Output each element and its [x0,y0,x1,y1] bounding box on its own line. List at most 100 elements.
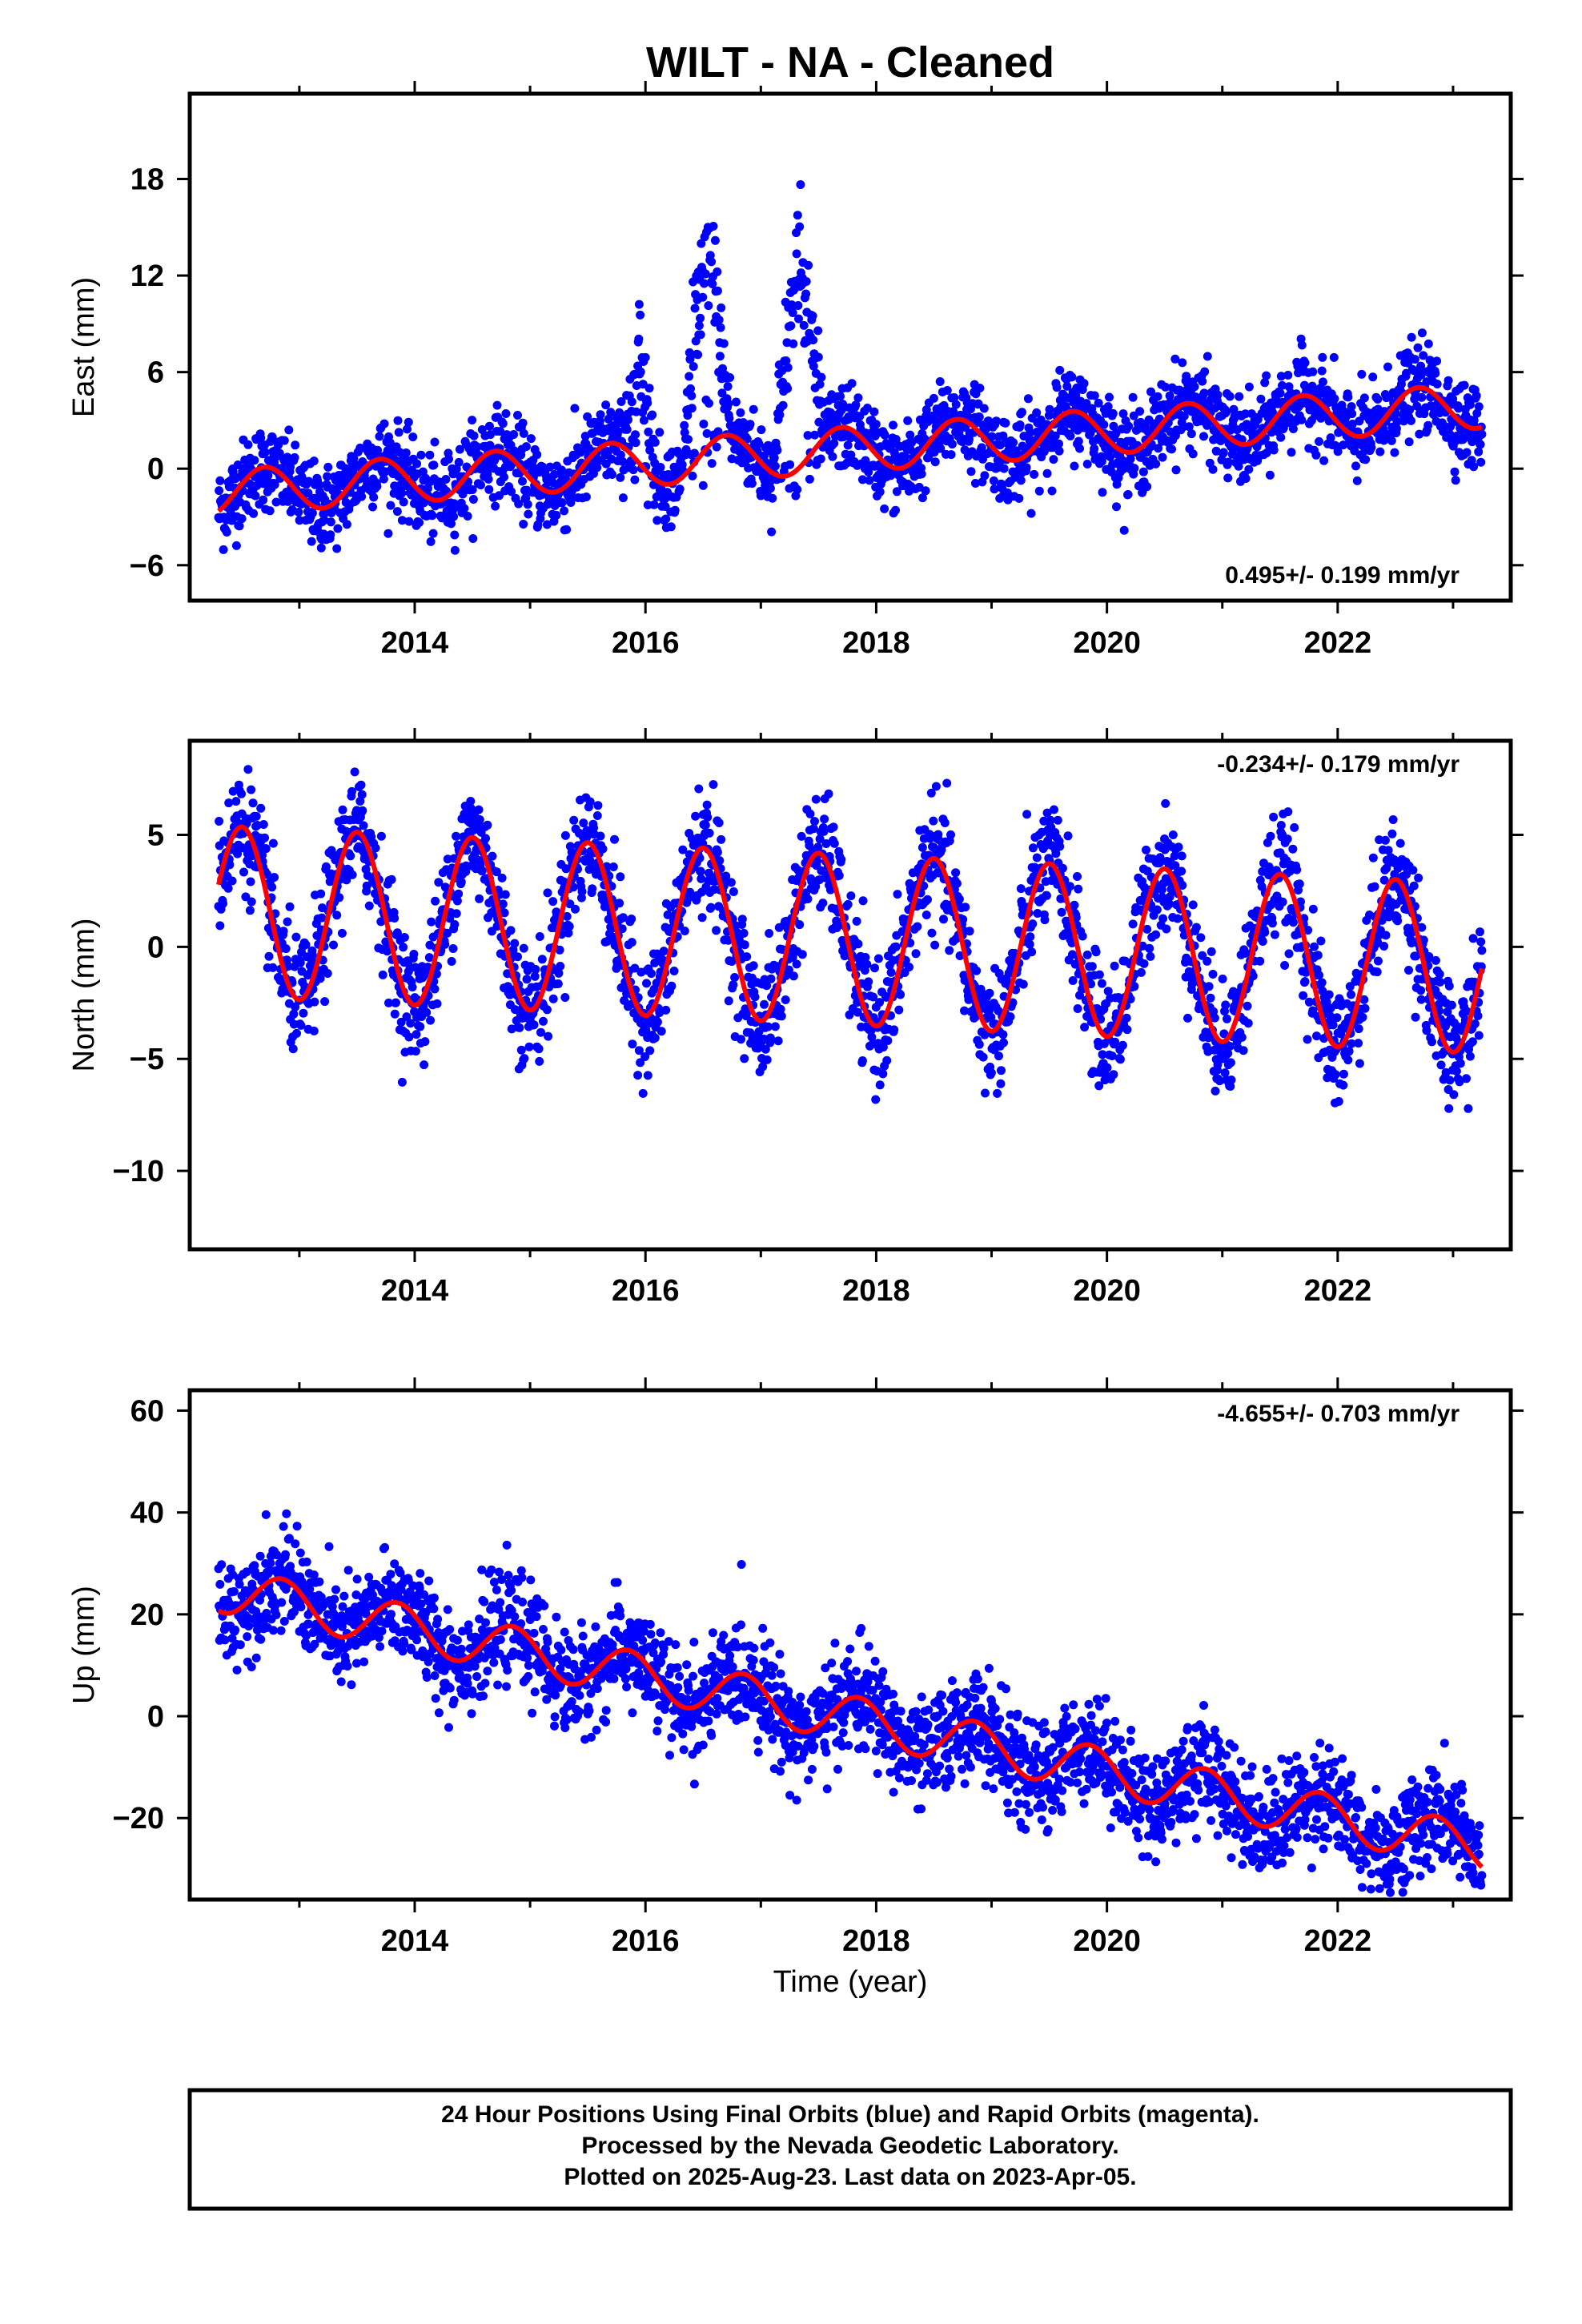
data-point [894,1005,904,1015]
data-point [275,448,284,458]
data-point [519,943,528,953]
data-point [1462,448,1472,457]
data-point [510,939,520,948]
data-point [441,475,451,484]
data-point [618,456,628,466]
data-point [1050,805,1058,814]
data-point [422,1007,432,1017]
data-point [1213,390,1223,400]
data-point [428,529,438,538]
data-point [581,493,591,501]
data-point [622,424,632,434]
data-point [1170,354,1180,364]
data-point [329,940,338,950]
data-point [1062,381,1072,391]
data-point [857,475,867,485]
data-point [1270,930,1279,939]
data-point [390,914,400,923]
data-point [1288,424,1298,433]
data-point [1243,1001,1252,1011]
data-point [246,877,255,887]
data-point [394,428,404,437]
data-point [977,443,986,452]
data-point [838,403,848,412]
data-point [1196,933,1206,943]
data-point [375,432,384,441]
data-point [630,475,640,485]
data-point [332,911,342,920]
data-point [1142,845,1150,854]
data-point [685,355,695,364]
x-tick-label: 2014 [381,626,449,660]
data-point [532,450,542,460]
data-point [929,393,938,403]
data-point [592,463,602,472]
data-point [829,838,839,848]
data-point [542,520,552,529]
data-point [1158,914,1168,923]
data-point [730,973,740,982]
data-point [858,896,868,906]
data-point [880,504,889,513]
data-point [663,910,673,919]
data-point [636,1058,645,1068]
data-point [235,521,244,531]
data-point [1227,1076,1236,1084]
data-point [560,830,570,840]
data-point [1290,822,1299,832]
data-point [649,500,659,509]
data-point [939,915,948,924]
data-point [404,417,413,427]
model-fit-line [217,384,1484,513]
data-point [452,896,462,906]
data-point [1226,1058,1235,1068]
data-point [701,820,710,830]
data-point [1074,436,1083,446]
data-point [745,420,755,429]
data-point [705,399,713,408]
data-point [778,400,788,410]
data-point [624,415,632,424]
data-point [576,893,586,903]
data-point [905,445,915,454]
data-point [1383,362,1392,372]
data-point [965,927,974,936]
data-point [892,487,901,497]
data-point [316,889,326,899]
data-point [1099,420,1109,429]
data-point [408,432,418,442]
data-point [642,979,651,988]
data-point [560,506,569,516]
data-point [1344,1047,1354,1056]
data-point [428,511,437,521]
data-point [279,436,289,445]
data-point [616,872,625,882]
data-point [685,348,694,357]
data-point [1165,391,1174,400]
data-point [432,999,442,1008]
data-point [596,831,605,841]
data-point [296,1020,306,1030]
data-point [836,392,845,401]
data-point [1474,402,1484,412]
data-point [323,472,332,481]
data-point [786,321,796,331]
data-point [1158,452,1167,462]
data-point [1018,979,1028,989]
data-point [1028,919,1038,929]
data-point [1188,449,1198,459]
data-point [1260,378,1270,388]
data-point [498,419,508,428]
data-point [529,1020,539,1030]
data-point [224,798,234,808]
data-point [450,545,460,555]
data-point [1258,937,1267,946]
data-point [1339,440,1348,450]
data-point [1162,924,1171,934]
data-point [319,516,329,525]
data-point [456,878,466,887]
data-point [1098,488,1107,497]
data-point [452,909,461,919]
data-point [813,326,823,336]
data-point [723,382,733,391]
